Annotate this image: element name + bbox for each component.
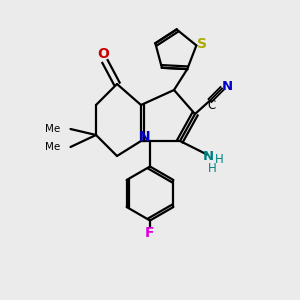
Text: Me: Me xyxy=(45,142,60,152)
Text: H: H xyxy=(208,161,217,175)
Text: N: N xyxy=(203,149,214,163)
Text: O: O xyxy=(98,47,110,61)
Text: Me: Me xyxy=(45,124,60,134)
Text: H: H xyxy=(215,152,224,166)
Text: C: C xyxy=(207,99,216,112)
Text: N: N xyxy=(139,130,150,144)
Text: F: F xyxy=(145,226,155,240)
Text: S: S xyxy=(197,37,207,51)
Text: N: N xyxy=(222,80,233,94)
